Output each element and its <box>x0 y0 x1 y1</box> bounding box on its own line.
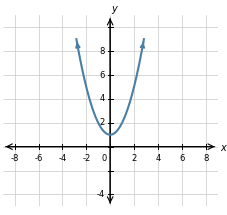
Text: 6: 6 <box>178 154 184 163</box>
Text: x: x <box>219 143 225 153</box>
Text: 4: 4 <box>99 94 104 103</box>
Text: -8: -8 <box>10 154 19 163</box>
Text: 6: 6 <box>99 71 104 80</box>
Text: 4: 4 <box>155 154 160 163</box>
Text: -6: -6 <box>34 154 43 163</box>
Text: y: y <box>110 4 116 14</box>
Text: -2: -2 <box>82 154 90 163</box>
Text: 2: 2 <box>131 154 136 163</box>
Text: 8: 8 <box>99 47 104 56</box>
Text: -4: -4 <box>58 154 66 163</box>
Text: 2: 2 <box>99 118 104 127</box>
Text: 0: 0 <box>101 154 106 163</box>
Text: -4: -4 <box>96 190 104 199</box>
Text: 8: 8 <box>202 154 207 163</box>
